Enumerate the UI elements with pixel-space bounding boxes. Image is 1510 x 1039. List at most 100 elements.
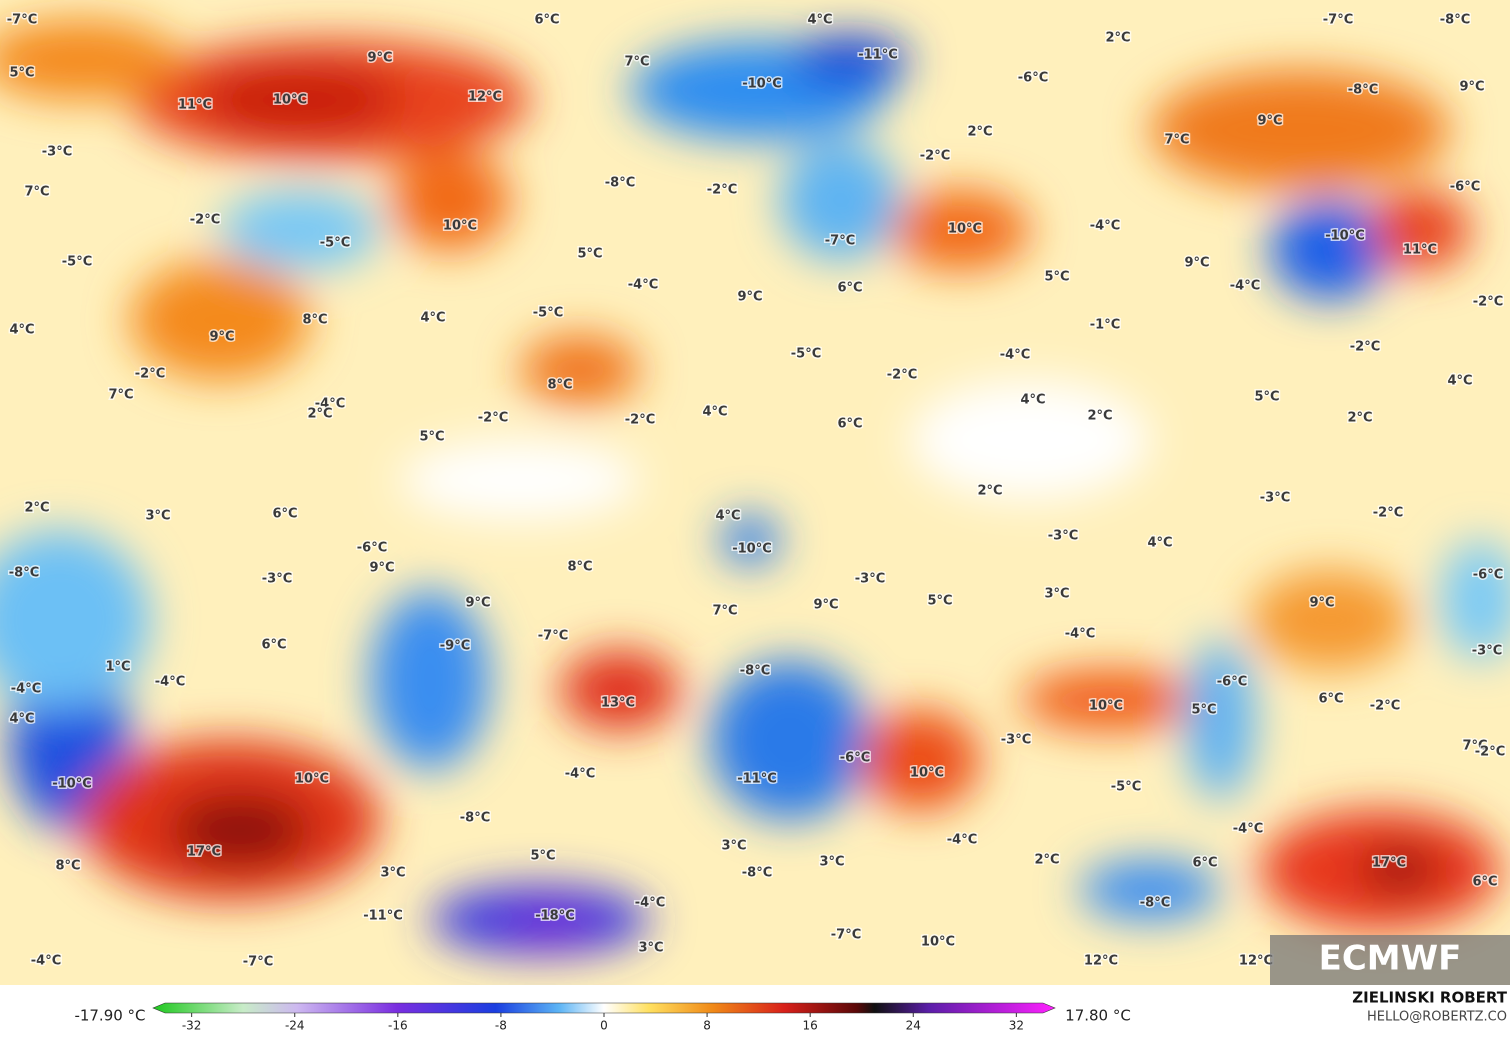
temperature-label: -4°C	[155, 675, 185, 690]
temperature-label: 5°C	[1044, 270, 1069, 285]
temperature-label: 4°C	[1447, 374, 1472, 389]
temperature-label: 10°C	[273, 93, 307, 108]
temperature-label: -4°C	[1233, 822, 1263, 837]
temperature-label: 4°C	[715, 509, 740, 524]
temperature-label: -4°C	[1065, 627, 1095, 642]
temperature-label: 4°C	[1147, 536, 1172, 551]
logo: ECMWF	[1270, 935, 1510, 985]
temperature-label: -2°C	[1370, 699, 1400, 714]
temperature-label: 13°C	[601, 696, 635, 711]
temperature-label: 2°C	[307, 407, 332, 422]
temperature-label: 2°C	[24, 501, 49, 516]
colorbar-tick-label: 24	[906, 1019, 921, 1033]
temperature-label: -7°C	[7, 13, 37, 28]
temperature-label: 3°C	[1044, 587, 1069, 602]
temperature-label: -4°C	[1000, 348, 1030, 363]
temperature-label: -5°C	[791, 347, 821, 362]
temperature-label: -10°C	[52, 777, 92, 792]
temperature-label: 4°C	[9, 712, 34, 727]
temperature-label: -8°C	[9, 566, 39, 581]
temperature-label: -7°C	[243, 955, 273, 970]
temperature-label: 7°C	[108, 388, 133, 403]
temperature-label: 7°C	[24, 185, 49, 200]
temperature-label: -3°C	[1048, 529, 1078, 544]
temperature-label: 5°C	[530, 849, 555, 864]
temperature-label: 8°C	[547, 378, 572, 393]
temperature-label: -2°C	[1473, 295, 1503, 310]
temperature-label: 9°C	[813, 598, 838, 613]
temperature-label: -2°C	[920, 149, 950, 164]
temperature-label: -8°C	[740, 664, 770, 679]
temperature-label: 6°C	[1318, 692, 1343, 707]
temperature-label: 9°C	[209, 330, 234, 345]
temperature-label: -4°C	[31, 954, 61, 969]
temperature-label: 11°C	[1403, 243, 1437, 258]
temperature-label: 2°C	[1034, 853, 1059, 868]
temperature-label: -7°C	[831, 928, 861, 943]
temperature-label: 10°C	[910, 766, 944, 781]
temperature-label: 11°C	[178, 98, 212, 113]
temperature-label: 10°C	[948, 222, 982, 237]
temperature-label: 8°C	[55, 859, 80, 874]
temperature-label: 9°C	[1257, 114, 1282, 129]
temperature-label: 2°C	[1347, 411, 1372, 426]
temperature-label: 3°C	[819, 855, 844, 870]
temperature-label: -8°C	[1140, 896, 1170, 911]
temperature-label: -10°C	[742, 77, 782, 92]
temperature-label: -4°C	[565, 767, 595, 782]
colorbar-tick-label: 32	[1009, 1019, 1024, 1033]
temperature-label: 7°C	[624, 55, 649, 70]
temperature-label: 6°C	[837, 281, 862, 296]
temperature-label: 10°C	[921, 935, 955, 950]
temperature-label: -10°C	[732, 542, 772, 557]
temperature-label: 5°C	[9, 66, 34, 81]
temperature-label: -3°C	[855, 572, 885, 587]
temperature-label: 9°C	[1459, 80, 1484, 95]
temperature-label: 5°C	[1254, 390, 1279, 405]
temperature-label: -5°C	[62, 255, 92, 270]
temperature-label: 9°C	[1309, 596, 1334, 611]
temperature-label: 10°C	[295, 772, 329, 787]
temperature-label: -2°C	[707, 183, 737, 198]
logo-text: ECMWF	[1319, 939, 1462, 979]
temperature-label: 3°C	[638, 941, 663, 956]
temperature-label: -4°C	[11, 682, 41, 697]
temperature-label: -3°C	[1260, 491, 1290, 506]
colorbar-tick-label: -32	[182, 1019, 202, 1033]
temperature-label: 2°C	[977, 484, 1002, 499]
colorbar-min: -17.90 °C	[74, 1007, 145, 1025]
temperature-label: -3°C	[1001, 733, 1031, 748]
colorbar	[152, 1002, 1056, 1014]
temperature-label: -6°C	[1473, 568, 1503, 583]
temperature-label: -11°C	[737, 772, 777, 787]
temperature-label: -2°C	[1350, 340, 1380, 355]
temperature-label: 3°C	[380, 866, 405, 881]
temperature-label: -9°C	[440, 639, 470, 654]
temperature-label: 4°C	[702, 405, 727, 420]
temperature-label: -4°C	[628, 278, 658, 293]
temperature-label: -8°C	[460, 811, 490, 826]
temperature-label: 2°C	[967, 125, 992, 140]
temperature-label: 5°C	[419, 430, 444, 445]
temperature-label: 12°C	[1084, 954, 1118, 969]
temperature-label: 5°C	[1191, 703, 1216, 718]
temperature-label: -2°C	[887, 368, 917, 383]
temperature-label: -4°C	[315, 397, 345, 412]
temperature-label: 4°C	[420, 311, 445, 326]
temperature-label: -4°C	[635, 896, 665, 911]
temperature-label: 12°C	[1239, 954, 1273, 969]
temperature-label: -7°C	[538, 629, 568, 644]
temperature-label: -4°C	[1230, 279, 1260, 294]
temperature-label: 4°C	[807, 13, 832, 28]
temperature-label: -8°C	[742, 866, 772, 881]
temperature-label: 4°C	[1020, 393, 1045, 408]
temperature-label: -18°C	[535, 909, 575, 924]
temperature-label: -4°C	[1090, 219, 1120, 234]
temperature-label: 5°C	[927, 594, 952, 609]
temperature-label: 7°C	[712, 604, 737, 619]
temperature-label: -6°C	[1217, 675, 1247, 690]
temperature-label: 6°C	[272, 507, 297, 522]
colorbar-tick-label: 0	[600, 1019, 608, 1033]
temperature-label: 7°C	[1164, 133, 1189, 148]
